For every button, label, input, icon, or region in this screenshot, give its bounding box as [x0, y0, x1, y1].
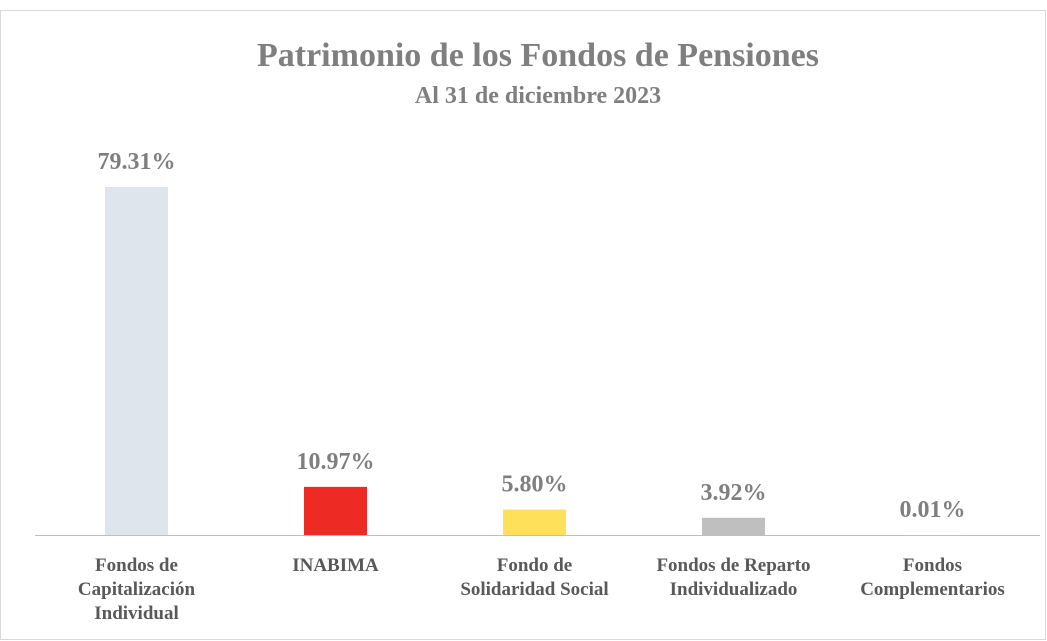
chart-subtitle: Al 31 de diciembre 2023: [415, 83, 661, 109]
x-tick-label: INABIMA: [292, 555, 379, 576]
data-label: 10.97%: [297, 449, 375, 475]
data-label: 5.80%: [502, 472, 568, 498]
chart-title: Patrimonio de los Fondos de Pensiones: [257, 37, 819, 74]
x-tick-label: Fondo de Solidaridad Social: [460, 555, 609, 600]
bar: [503, 509, 566, 535]
data-label: 79.31%: [98, 149, 176, 175]
bar: [702, 517, 765, 535]
x-tick-label: Fondos de Reparto Individualizado: [656, 555, 811, 600]
bar: [105, 187, 168, 535]
x-tick-label: Fondos Complementarios: [860, 555, 1005, 600]
data-label: 3.92%: [701, 480, 767, 506]
x-tick-label: Fondos de Capitalización Individual: [77, 555, 196, 624]
bar: [304, 486, 367, 535]
data-label: 0.01%: [900, 497, 966, 523]
